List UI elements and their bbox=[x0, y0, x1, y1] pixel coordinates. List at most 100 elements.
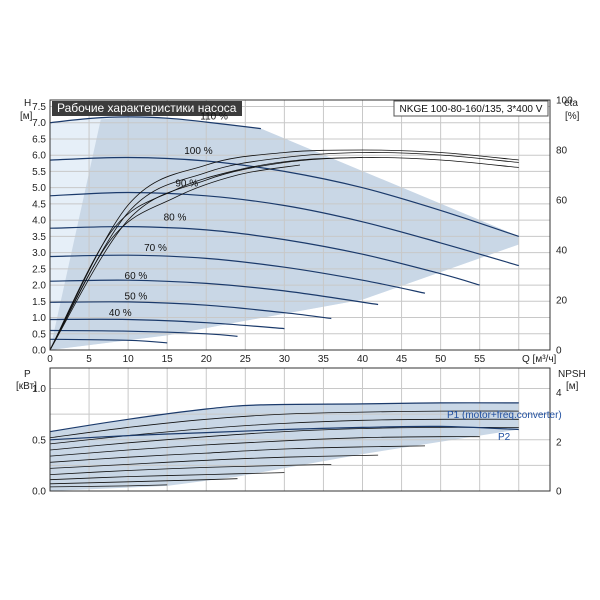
y-tick-label: 1.0 bbox=[32, 313, 46, 324]
x-tick-label: 20 bbox=[201, 354, 213, 365]
power-y-ticks: 0.0 0.5 1.0 bbox=[32, 384, 46, 498]
head-plot-frame bbox=[49, 99, 551, 351]
y-tick-label: 0.0 bbox=[32, 487, 46, 498]
power-grid bbox=[50, 368, 550, 491]
x-tick-label: 25 bbox=[240, 354, 252, 365]
y2-axis-unit-eta: [%] bbox=[565, 111, 580, 122]
power-curve bbox=[49, 484, 168, 488]
y-tick-label: 1.5 bbox=[32, 297, 46, 308]
y-tick-label: 5.5 bbox=[32, 167, 46, 178]
speed-label: 60 % bbox=[125, 271, 148, 282]
y2-tick-label: 60 bbox=[556, 196, 568, 207]
x-tick-label: 55 bbox=[474, 354, 486, 365]
speed-label: 80 % bbox=[164, 212, 187, 223]
power-series-curve bbox=[49, 425, 519, 441]
head-curve bbox=[49, 225, 480, 286]
y2-tick-label: 100 bbox=[556, 96, 573, 107]
head-curve bbox=[49, 279, 379, 306]
model-label-box bbox=[393, 100, 549, 117]
y2-axis-unit-npsh: [м] bbox=[566, 381, 579, 392]
y-axis-label-p: P bbox=[24, 369, 31, 380]
q-x-ticks: 0 5 10 15 20 25 30 35 40 45 50 55 bbox=[47, 354, 485, 365]
speed-label: 70 % bbox=[144, 243, 167, 254]
y-tick-label: 7.5 bbox=[32, 102, 46, 113]
efficiency-curve bbox=[49, 149, 519, 351]
power-curve bbox=[49, 454, 379, 469]
power-curve bbox=[49, 426, 519, 451]
head-curve bbox=[49, 329, 238, 337]
y2-tick-label: 0 bbox=[556, 487, 562, 498]
power-plot-frame bbox=[49, 367, 551, 492]
chart-title: Рабочие характеристики насоса bbox=[57, 101, 237, 115]
y2-axis-label-eta: eta bbox=[564, 98, 578, 109]
speed-label: 110 % bbox=[200, 112, 228, 123]
y-tick-label: 3.0 bbox=[32, 248, 46, 259]
y2-tick-label: 0 bbox=[556, 346, 562, 357]
power-curve bbox=[49, 410, 519, 439]
power-curves bbox=[49, 402, 519, 488]
x-tick-label: 0 bbox=[47, 354, 53, 365]
power-panel: P [кВт] NPSH [м] 0.0 0.5 1.0 0 2 4 P1 (motor… bbox=[16, 367, 586, 498]
y-tick-label: 2.0 bbox=[32, 281, 46, 292]
y-tick-label: 3.5 bbox=[32, 232, 46, 243]
y2-tick-label: 40 bbox=[556, 246, 568, 257]
y2-tick-label: 4 bbox=[556, 388, 562, 399]
head-curve bbox=[49, 156, 519, 237]
head-panel: Рабочие характеристики насоса NKGE 100-8… bbox=[20, 96, 580, 366]
y2-tick-label: 80 bbox=[556, 146, 568, 157]
x-tick-label: 35 bbox=[318, 354, 330, 365]
x-tick-label: 50 bbox=[435, 354, 447, 365]
y-tick-label: 2.5 bbox=[32, 264, 46, 275]
speed-label: 50 % bbox=[125, 291, 148, 302]
efficiency-curve bbox=[49, 164, 301, 351]
eta-y-ticks: 0 20 40 60 80 100 bbox=[556, 96, 573, 357]
y-tick-label: 0.5 bbox=[32, 329, 46, 340]
efficiency-curve bbox=[49, 157, 363, 351]
head-curve bbox=[49, 191, 519, 267]
power-series-label: P1 (motor+freq.converter) bbox=[447, 410, 562, 421]
y2-tick-label: 20 bbox=[556, 296, 568, 307]
efficiency-curve bbox=[49, 157, 519, 351]
x-tick-label: 5 bbox=[86, 354, 92, 365]
y-axis-unit-h: [м] bbox=[20, 111, 33, 122]
power-curve bbox=[49, 445, 426, 463]
y2-axis-label-npsh: NPSH bbox=[558, 369, 586, 380]
power-curve bbox=[49, 436, 480, 457]
power-curve bbox=[49, 464, 332, 475]
power-curve bbox=[49, 472, 285, 481]
head-curve bbox=[49, 116, 261, 130]
x-tick-label: 45 bbox=[396, 354, 408, 365]
y-tick-label: 0.5 bbox=[32, 435, 46, 446]
x-tick-label: 40 bbox=[357, 354, 369, 365]
power-series-label: P2 bbox=[498, 432, 511, 443]
chart-title-box bbox=[52, 101, 242, 116]
x-tick-label: 30 bbox=[279, 354, 291, 365]
head-curve bbox=[49, 254, 426, 294]
y-tick-label: 4.5 bbox=[32, 199, 46, 210]
power-curve bbox=[49, 478, 238, 485]
head-y-ticks: 0.0 0.5 1.0 1.5 2.0 2.5 3.0 3.5 4.0 4.5 5.0 5.5 6.0 6… bbox=[32, 102, 46, 357]
head-curve bbox=[49, 338, 168, 344]
y-tick-label: 6.0 bbox=[32, 151, 46, 162]
power-series-labels: P1 (motor+freq.converter) P2 bbox=[447, 410, 562, 443]
model-label: NKGE 100-80-160/135, 3*400 V bbox=[400, 104, 543, 115]
head-curves bbox=[49, 116, 519, 344]
x-axis-label: Q [м³/ч] bbox=[522, 354, 557, 365]
head-curve bbox=[49, 301, 332, 320]
y-axis-unit-p: [кВт] bbox=[16, 381, 37, 392]
y-axis-label-h: H bbox=[24, 98, 31, 109]
y-tick-label: 7.0 bbox=[32, 118, 46, 129]
x-tick-label: 15 bbox=[162, 354, 174, 365]
efficiency-curve bbox=[49, 152, 519, 351]
npsh-y-ticks: 0 2 4 bbox=[556, 388, 562, 497]
speed-label: 100 % bbox=[184, 146, 212, 157]
speed-labels: 110 % 100 % 90 % 80 % 70 % 60 % 50 % 40 % bbox=[109, 112, 228, 319]
y-tick-label: 1.0 bbox=[32, 384, 46, 395]
y2-tick-label: 2 bbox=[556, 437, 562, 448]
speed-label: 40 % bbox=[109, 308, 132, 319]
power-series-curve bbox=[49, 402, 519, 433]
x-tick-label: 10 bbox=[123, 354, 135, 365]
y-tick-label: 6.5 bbox=[32, 134, 46, 145]
y-tick-label: 5.0 bbox=[32, 183, 46, 194]
